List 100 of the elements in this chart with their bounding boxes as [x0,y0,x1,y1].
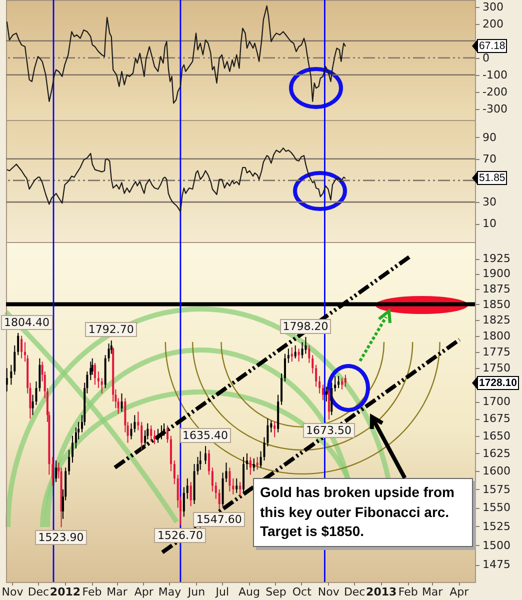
candlestick [318,376,321,394]
candlestick [246,452,248,470]
y-tick-label: -300 [482,102,508,116]
candlestick [140,421,143,450]
y-tick-label: 1475 [482,558,510,572]
candlestick [284,353,286,382]
candlestick [186,478,188,500]
annotation: 1547.60 [193,512,245,528]
y-tick-label: 1850 [482,298,510,311]
x-tick-label: Feb [398,586,418,598]
candlestick [239,482,242,498]
candlestick [137,411,140,431]
annotation: 1523.90 [35,530,87,546]
candlestick [274,421,276,438]
candlestick [344,374,346,388]
candlestick [260,450,262,468]
candlestick [211,467,214,492]
candlestick [312,354,314,374]
y-tick-label: 1575 [482,482,510,496]
candlestick [294,344,296,359]
y-tick-label: 1525 [482,520,510,533]
candlestick [17,332,20,356]
candlestick [55,460,58,483]
text: 51.85 [477,171,508,186]
candlestick [322,384,324,401]
y-tick-label: 1800 [482,329,510,342]
candlestick [236,478,238,494]
x-tick-label: Nov [318,586,340,598]
candlestick [290,346,293,362]
y-tick-label: 300 [482,0,504,14]
annotation: 1792.70 [85,322,137,338]
y-tick-label: 30 [482,196,496,209]
candlestick [108,342,110,362]
candlestick [154,430,156,445]
candlestick [20,335,23,359]
candlestick [166,424,169,444]
x-tick-label: Mar [106,586,128,598]
candlestick [204,446,207,465]
x-tick-label: 2012 [50,586,81,598]
y-tick-label: 10 [482,217,496,230]
candlestick [287,348,290,364]
y-tick-label: 1550 [482,501,510,514]
candlestick [94,362,96,386]
candlestick [90,361,92,381]
candlestick [157,428,160,444]
candlestick [182,486,185,518]
candlestick [315,364,318,388]
candlestick [304,336,307,354]
candlestick [256,456,258,470]
y-tick-label: 1875 [482,282,510,296]
text: 1728.10 [477,376,519,390]
annotation: 1526.70 [154,528,206,544]
candlestick [228,467,231,492]
candlestick [232,478,234,495]
x-tick-label: Dec [28,586,50,598]
x-tick-label: Apr [134,586,154,598]
y-tick-label: 1600 [482,464,510,478]
y-tick-label: 1925 [482,252,510,266]
x-tick-label: Dec [344,586,366,598]
candlestick [218,488,220,510]
candlestick [330,382,333,416]
y-tick-label: 1700 [482,395,510,408]
x-tick-label: Feb [82,586,102,598]
y-tick-label: 1675 [482,412,510,426]
candlestick [280,372,283,406]
x-tick-label: May [158,586,182,598]
annotation: 1673.50 [303,422,355,438]
candlestick [52,456,54,486]
x-tick-label: Mar [422,586,444,598]
annotation: 1798.20 [280,318,332,334]
candlestick [249,456,252,476]
candlestick [14,344,16,376]
candlestick [308,344,310,364]
annotation: 1635.40 [180,428,232,444]
candlestick [68,449,70,476]
y-tick-label: 1650 [482,429,510,442]
y-tick-label: 1625 [482,446,510,460]
candlestick [208,449,210,476]
x-tick-label: 2013 [366,586,397,598]
x-tick-label: Nov [2,586,24,598]
x-tick-label: Apr [450,586,470,598]
y-tick-label: 0 [482,51,490,64]
y-tick-label: -200 [482,85,508,98]
candlestick [163,422,166,436]
x-tick-label: Jun [186,586,206,598]
candlestick [150,424,152,442]
candlestick [130,422,132,440]
candlestick [214,482,217,500]
candlestick [120,392,123,412]
candlestick [252,458,255,472]
y-tick-label: 1775 [482,345,510,358]
y-tick-label: -100 [482,68,508,82]
candlestick [325,386,328,402]
text: 67.18 [477,39,508,54]
line-series [6,148,346,212]
candlestick [160,424,162,440]
y-tick-label: 70 [482,152,496,166]
candlestick [328,388,330,420]
x-tick-label: Jul [214,586,230,598]
y-tick-label: 90 [482,130,496,144]
